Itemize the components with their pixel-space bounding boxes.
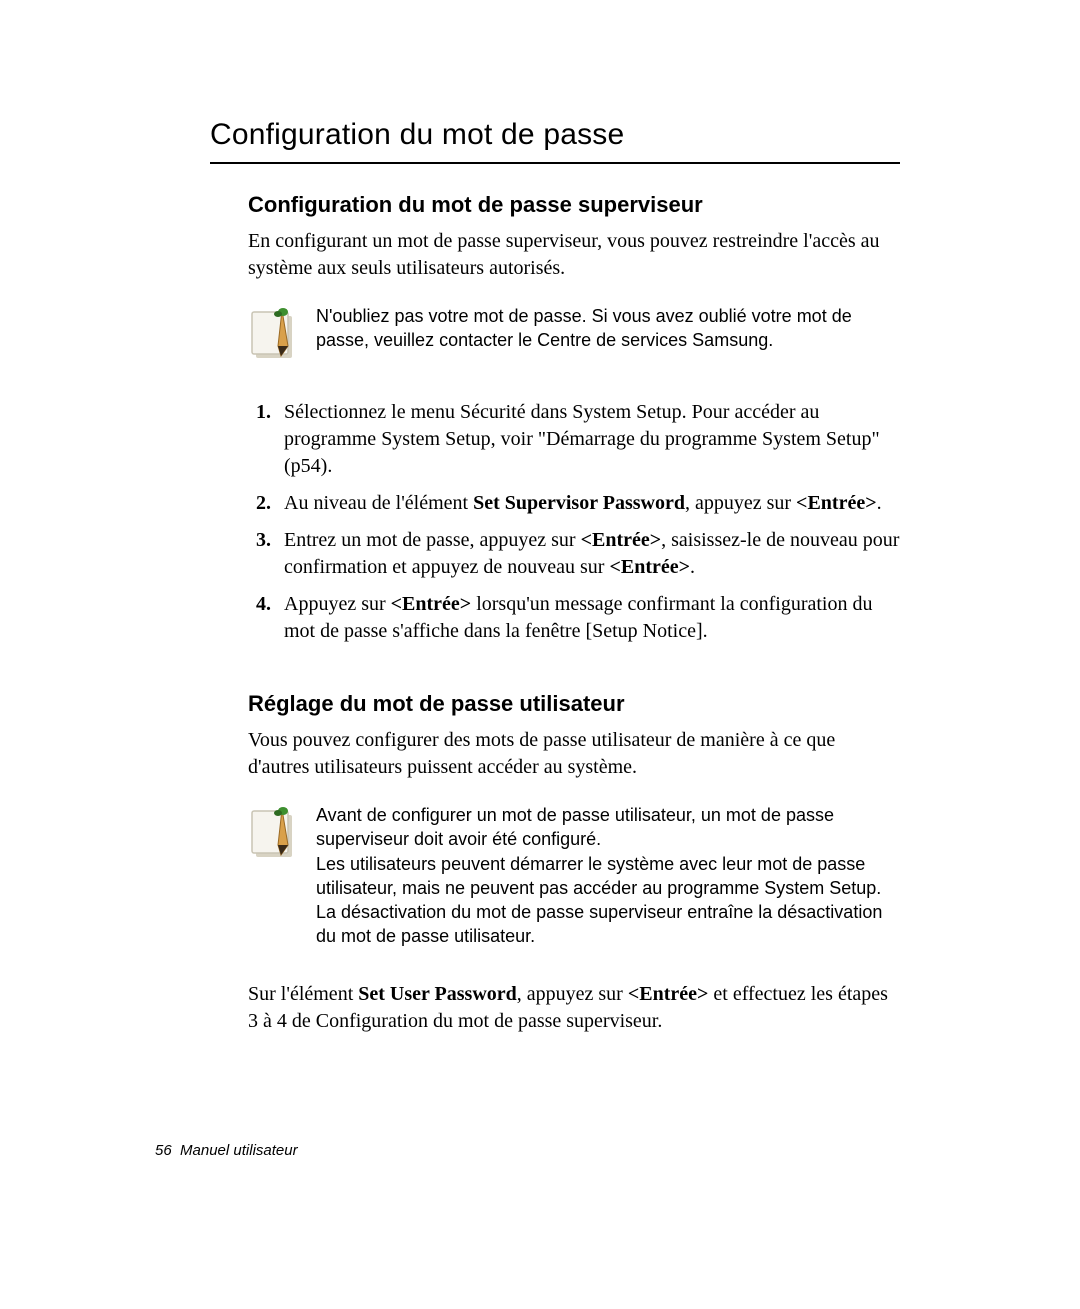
page-footer: 56 Manuel utilisateur — [155, 1142, 298, 1159]
section-heading: Réglage du mot de passe utilisateur — [248, 691, 900, 717]
section-intro: Vous pouvez configurer des mots de passe… — [248, 727, 900, 781]
note-icon — [248, 304, 298, 367]
section-intro: En configurant un mot de passe supervise… — [248, 228, 900, 282]
step-3: Entrez un mot de passe, appuyez sur <Ent… — [276, 527, 900, 581]
section-user-password: Réglage du mot de passe utilisateur Vous… — [210, 691, 900, 1035]
section-supervisor-password: Configuration du mot de passe superviseu… — [210, 192, 900, 645]
step-2: Au niveau de l'élément Set Supervisor Pa… — [276, 490, 900, 517]
note-icon — [248, 803, 298, 866]
step-4: Appuyez sur <Entrée> lorsqu'un message c… — [276, 591, 900, 645]
note-block: Avant de configurer un mot de passe util… — [248, 803, 900, 949]
steps-list: Sélectionnez le menu Sécurité dans Syste… — [248, 399, 900, 645]
footer-label: Manuel utilisateur — [180, 1142, 298, 1159]
document-page: Configuration du mot de passe Configurat… — [0, 0, 1080, 1309]
page-title: Configuration du mot de passe — [210, 118, 900, 152]
step-1: Sélectionnez le menu Sécurité dans Syste… — [276, 399, 900, 480]
page-number: 56 — [155, 1142, 172, 1159]
note-text: N'oubliez pas votre mot de passe. Si vou… — [316, 304, 900, 353]
section-heading: Configuration du mot de passe superviseu… — [248, 192, 900, 218]
note-text: Avant de configurer un mot de passe util… — [316, 803, 900, 949]
closing-paragraph: Sur l'élément Set User Password, appuyez… — [248, 981, 900, 1035]
title-rule — [210, 162, 900, 164]
note-block: N'oubliez pas votre mot de passe. Si vou… — [248, 304, 900, 367]
